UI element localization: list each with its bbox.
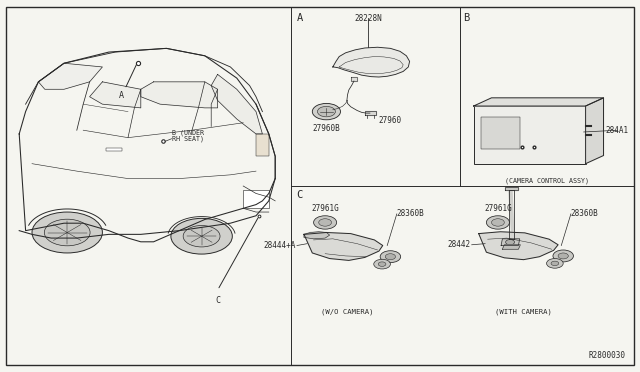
Polygon shape [505, 187, 518, 190]
Text: (WITH CAMERA): (WITH CAMERA) [495, 308, 552, 314]
Text: (CAMERA CONTROL ASSY): (CAMERA CONTROL ASSY) [505, 178, 589, 184]
Polygon shape [211, 74, 262, 134]
Circle shape [553, 250, 573, 262]
Circle shape [32, 212, 102, 253]
Circle shape [319, 219, 332, 226]
Bar [106, 148, 122, 151]
Text: 28442: 28442 [447, 240, 470, 249]
Circle shape [380, 251, 401, 263]
Polygon shape [502, 245, 520, 249]
Text: 28360B: 28360B [397, 209, 424, 218]
Polygon shape [474, 98, 604, 106]
Circle shape [312, 103, 340, 120]
Circle shape [171, 218, 232, 254]
Circle shape [44, 219, 90, 246]
Polygon shape [509, 190, 514, 239]
Polygon shape [365, 111, 376, 115]
Text: A: A [296, 13, 303, 23]
Polygon shape [141, 82, 218, 108]
Circle shape [374, 259, 390, 269]
Text: 27960B: 27960B [312, 124, 340, 133]
Text: C: C [215, 296, 220, 305]
Polygon shape [304, 232, 330, 239]
Polygon shape [501, 239, 520, 246]
Bar [481, 117, 520, 149]
Text: 27960: 27960 [379, 116, 402, 125]
Text: A: A [119, 91, 124, 100]
Circle shape [317, 106, 335, 117]
Polygon shape [304, 232, 383, 260]
Circle shape [378, 262, 386, 266]
Polygon shape [333, 47, 410, 77]
Circle shape [385, 254, 396, 260]
Circle shape [558, 253, 568, 259]
Text: R2800030: R2800030 [589, 351, 626, 360]
Text: RH SEAT): RH SEAT) [172, 136, 204, 142]
Circle shape [492, 219, 504, 226]
Bar [243, 190, 269, 208]
Bar [474, 106, 586, 164]
Text: 27961G: 27961G [312, 204, 340, 213]
Text: B: B [463, 13, 469, 23]
Text: 28360B: 28360B [571, 209, 598, 218]
Text: 284A1: 284A1 [605, 126, 628, 135]
Bar [256, 134, 269, 156]
Circle shape [506, 240, 515, 245]
Circle shape [183, 225, 220, 247]
Polygon shape [586, 98, 604, 164]
Text: 28228N: 28228N [354, 14, 382, 23]
Text: 27961G: 27961G [484, 204, 512, 213]
Text: B (UNDER: B (UNDER [172, 129, 204, 136]
Circle shape [486, 216, 509, 229]
Polygon shape [479, 232, 558, 260]
Circle shape [547, 259, 563, 268]
Polygon shape [351, 77, 357, 81]
Polygon shape [38, 63, 102, 89]
Text: 28444+A: 28444+A [263, 241, 296, 250]
Polygon shape [90, 82, 141, 108]
Circle shape [551, 261, 559, 266]
Text: (W/O CAMERA): (W/O CAMERA) [321, 308, 374, 314]
Circle shape [314, 216, 337, 229]
Text: C: C [296, 190, 303, 200]
